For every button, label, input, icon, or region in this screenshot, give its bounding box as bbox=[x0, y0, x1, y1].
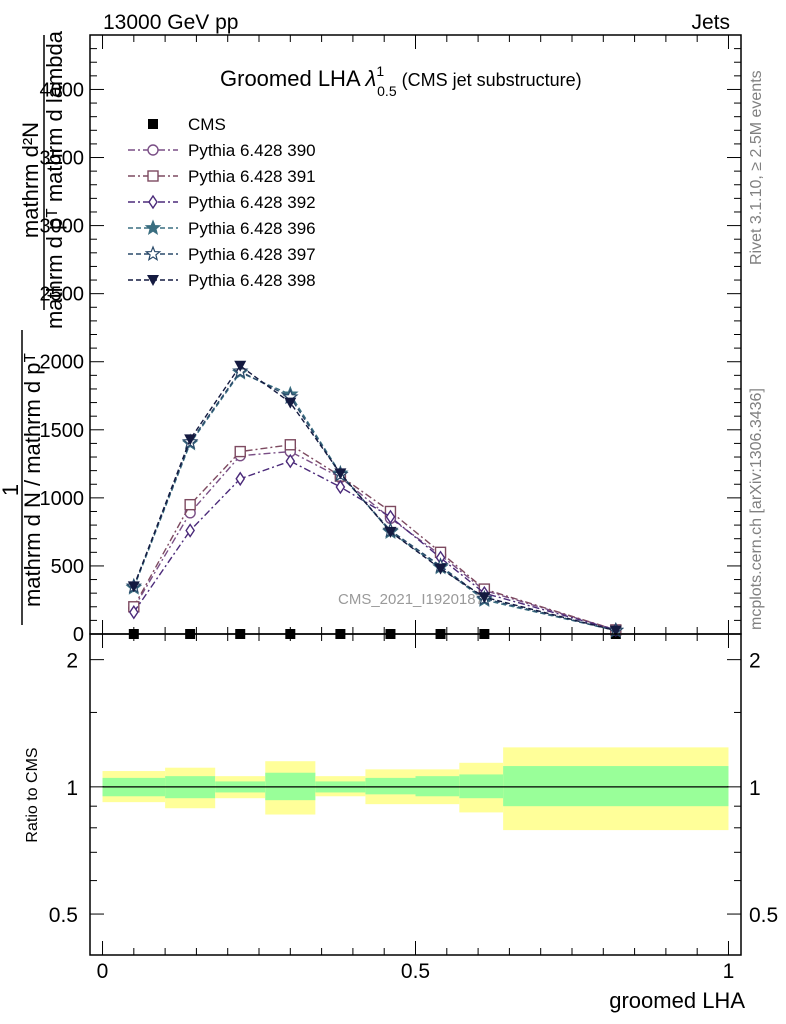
data-point bbox=[384, 526, 397, 538]
data-point bbox=[335, 479, 346, 495]
x-axis-label: groomed LHA bbox=[609, 988, 745, 1013]
header-left: 13000 GeV pp bbox=[103, 11, 238, 34]
y-label-numerator: mathrm d²N bbox=[18, 122, 43, 238]
legend-marker bbox=[148, 119, 158, 129]
series-line bbox=[133, 371, 616, 632]
legend-marker bbox=[147, 170, 159, 182]
data-point bbox=[285, 453, 296, 469]
y-tick-label: 500 bbox=[51, 556, 84, 578]
y-tick-label: 4000 bbox=[40, 79, 85, 101]
ratio-y-tick-label-right: 0.5 bbox=[749, 904, 778, 927]
data-point bbox=[478, 592, 491, 604]
uncertainty-band-inner bbox=[503, 766, 729, 807]
data-point bbox=[184, 498, 196, 511]
y-tick-label: 1000 bbox=[40, 488, 85, 510]
series-pythia-6.428-398 bbox=[127, 360, 622, 637]
x-tick-label: 1 bbox=[723, 960, 735, 983]
series-line bbox=[133, 450, 617, 631]
x-tick-label: 0.5 bbox=[401, 960, 430, 983]
data-point bbox=[127, 581, 140, 593]
y-tick-label: 2500 bbox=[40, 284, 85, 306]
legend-entry: Pythia 6.428 391 bbox=[128, 167, 316, 186]
data-point bbox=[434, 563, 447, 575]
y-label-normalisation: mathrm d N / mathrm d pᵀ bbox=[20, 353, 45, 607]
y-tick-label: 0 bbox=[73, 624, 84, 646]
data-point bbox=[234, 360, 247, 372]
data-point bbox=[234, 445, 246, 458]
legend-marker bbox=[147, 144, 159, 156]
ratio-y-tick-label: 2 bbox=[66, 650, 78, 673]
uncertainty-band-inner bbox=[415, 776, 460, 797]
legend-marker bbox=[148, 194, 158, 210]
y-tick-label: 3000 bbox=[40, 216, 85, 238]
legend-label: CMS bbox=[188, 115, 226, 134]
legend-marker bbox=[147, 275, 159, 286]
legend-label: Pythia 6.428 398 bbox=[188, 271, 316, 290]
ratio-y-tick-label: 1 bbox=[66, 777, 78, 800]
y-label-denominator: mathrm d pᵀ mathrm d lambda bbox=[42, 30, 67, 329]
y-tick-label: 2000 bbox=[40, 352, 85, 374]
plot-title: Groomed LHA λ1 0.5 (CMS jet substructure) bbox=[220, 63, 582, 99]
header-right: Jets bbox=[691, 11, 730, 34]
legend-entry: Pythia 6.428 390 bbox=[128, 141, 316, 160]
uncertainty-band-inner bbox=[365, 777, 416, 795]
legend-marker bbox=[144, 219, 162, 236]
ratio-y-tick-label-right: 1 bbox=[749, 777, 761, 800]
ratio-y-tick-label: 0.5 bbox=[49, 904, 78, 927]
y-label-one: 1 bbox=[0, 484, 23, 496]
y-tick-label: 3500 bbox=[40, 148, 85, 170]
legend-entry: CMS bbox=[148, 115, 226, 134]
legend-label: Pythia 6.428 391 bbox=[188, 167, 316, 186]
ratio-y-axis-label: Ratio to CMS bbox=[24, 747, 41, 842]
legend-entry: Pythia 6.428 392 bbox=[128, 193, 316, 212]
rivet-label: Rivet 3.1.10, ≥ 2.5M events bbox=[748, 70, 765, 265]
y-axis-label: mathrm d²N mathrm d pᵀ mathrm d lambda 1ma… bbox=[0, 30, 67, 625]
data-point bbox=[609, 625, 622, 637]
data-point bbox=[334, 468, 347, 480]
legend-marker bbox=[144, 245, 162, 262]
y-tick-label: 1500 bbox=[40, 420, 85, 442]
data-point bbox=[128, 604, 139, 620]
ratio-plot: 0.5 0.5 1 1 2 2 0 0.5 1 groomed LHA Ratio to CMS bbox=[24, 633, 778, 1013]
data-point bbox=[235, 471, 246, 487]
mcplots-label: mcplots.cern.ch [arXiv:1306.3436] bbox=[748, 388, 765, 630]
data-point bbox=[284, 397, 297, 409]
legend-entry: Pythia 6.428 398 bbox=[128, 271, 316, 290]
legend-label: Pythia 6.428 397 bbox=[188, 245, 316, 264]
legend-entry: Pythia 6.428 396 bbox=[128, 219, 316, 238]
legend-label: Pythia 6.428 390 bbox=[188, 141, 316, 160]
legend-entry: Pythia 6.428 397 bbox=[128, 245, 316, 264]
legend-label: Pythia 6.428 396 bbox=[188, 219, 316, 238]
legend-label: Pythia 6.428 392 bbox=[188, 193, 316, 212]
series-line bbox=[133, 444, 617, 631]
ratio-y-tick-label-right: 2 bbox=[749, 650, 761, 673]
data-point bbox=[185, 523, 195, 538]
data-point bbox=[284, 439, 297, 451]
data-point bbox=[184, 434, 197, 446]
watermark: CMS_2021_I1920187 bbox=[338, 591, 484, 608]
x-tick-label: 0 bbox=[97, 960, 109, 983]
